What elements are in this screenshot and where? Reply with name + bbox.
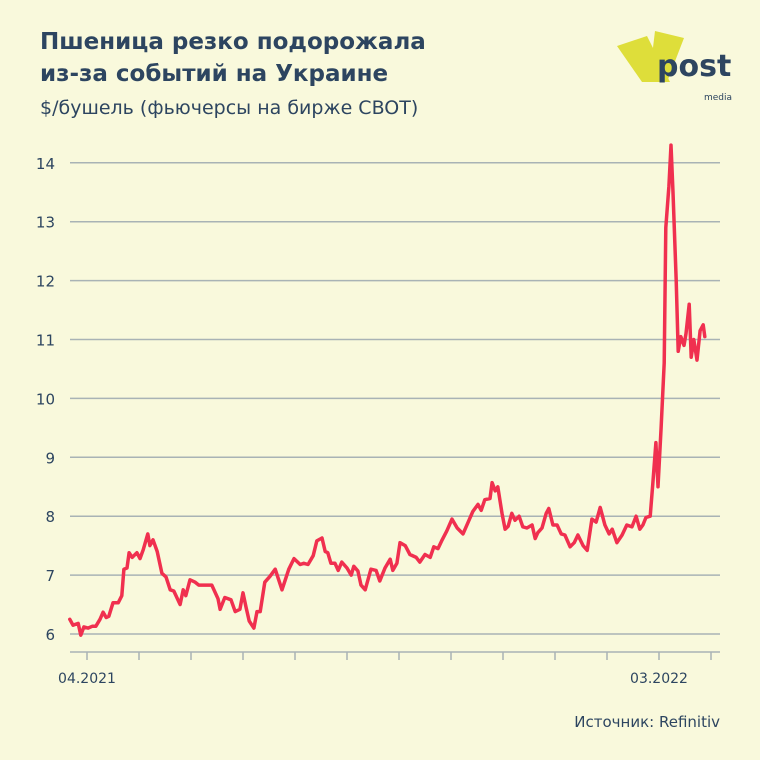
logo-media-text: media [704,93,732,103]
x-tick-label: 03.2022 [630,671,688,687]
y-tick-label: 10 [36,390,55,408]
chart-subtitle: $/бушель (фьючерсы на бирже CBOT) [40,97,419,119]
y-tick-label: 11 [36,332,55,350]
y-tick-label: 13 [36,214,55,232]
y-tick-label: 14 [36,155,55,173]
y-tick-label: 8 [45,508,55,526]
chart-title: Пшеница резко подорожала из-за событий н… [40,26,560,90]
logo-mark-left [617,36,670,82]
x-tick-label: 04.2021 [58,671,116,687]
source-note: Источник: Refinitiv [574,713,720,731]
y-tick-label: 7 [45,567,55,585]
y-tick-label: 12 [36,273,55,291]
logo-mark-right [652,31,684,82]
title-line-1: Пшеница резко подорожала [40,29,426,55]
post-media-logo: post media [617,31,732,103]
title-line-2: из-за событий на Украине [40,61,389,87]
logo-post-text: post [657,49,731,84]
wheat-price-line [68,143,707,637]
y-tick-label: 6 [45,626,55,644]
y-tick-label: 9 [45,449,55,467]
